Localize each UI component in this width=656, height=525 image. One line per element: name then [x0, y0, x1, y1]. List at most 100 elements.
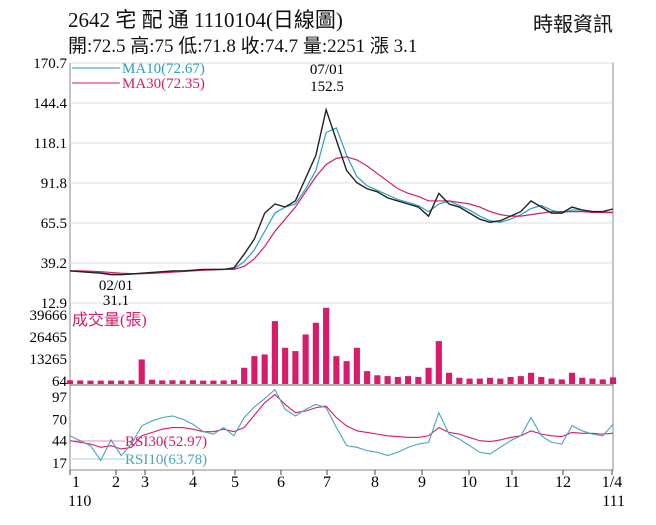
- volume-bar: [200, 380, 207, 384]
- volume-bar: [579, 377, 586, 384]
- volume-bar: [394, 376, 401, 384]
- peak-date: 07/01: [310, 62, 344, 78]
- x-tick-label: 3: [141, 474, 149, 491]
- series-rsi30: [69, 393, 614, 450]
- peak-value: 152.5: [310, 79, 344, 95]
- year-label: 111: [602, 493, 625, 510]
- volume-bar: [138, 359, 145, 384]
- volume-bar: [517, 376, 524, 384]
- volume-bar: [282, 347, 289, 384]
- volume-bar: [159, 380, 166, 384]
- volume-bar: [343, 361, 350, 384]
- x-tick-label: 1: [72, 474, 80, 491]
- y-tick-label: 64: [52, 374, 68, 390]
- volume-bar: [599, 379, 606, 384]
- legend-label: MA30(72.35): [122, 76, 205, 92]
- volume-bar: [446, 372, 453, 384]
- volume-title: 成交量(張): [72, 311, 147, 329]
- volume-bar: [107, 380, 115, 384]
- volume-bar: [415, 376, 422, 384]
- y-tick-label: 12.9: [41, 296, 67, 312]
- volume-bar: [456, 377, 463, 384]
- volume-bar: [538, 376, 545, 384]
- low-date: 02/01: [99, 278, 133, 294]
- volume-bar: [230, 380, 237, 384]
- x-tick-label: 1/4: [602, 474, 622, 491]
- volume-bar: [312, 322, 319, 384]
- x-tick-label: 4: [189, 474, 197, 491]
- y-tick-label: 118.1: [34, 136, 67, 152]
- volume-bar: [527, 372, 535, 384]
- x-tick-label: 9: [418, 474, 426, 491]
- volume-bar: [179, 380, 186, 384]
- y-tick-label: 13265: [30, 352, 68, 368]
- series-close: [69, 107, 614, 276]
- volume-bar: [292, 351, 299, 384]
- y-tick-label: 44: [52, 434, 68, 450]
- y-tick-label: 91.8: [41, 176, 67, 192]
- volume-bar: [251, 356, 258, 384]
- x-tick-label: 8: [371, 474, 379, 491]
- volume-bar: [476, 378, 483, 384]
- y-tick-label: 39666: [30, 308, 68, 324]
- y-tick-label: 39.2: [41, 256, 67, 272]
- y-tick-label: 144.4: [33, 96, 67, 112]
- volume-bar: [77, 380, 84, 384]
- y-tick-label: 65.5: [41, 216, 67, 232]
- y-tick-label: 70: [52, 412, 67, 428]
- x-tick-label: 12: [555, 474, 571, 491]
- volume-bar: [169, 380, 176, 384]
- volume-bar: [210, 380, 217, 384]
- volume-bar: [323, 307, 330, 384]
- volume-bar: [435, 341, 442, 384]
- volume-bar: [220, 380, 227, 384]
- volume-bar: [118, 380, 125, 384]
- volume-bar: [97, 380, 104, 384]
- volume-bar: [486, 377, 494, 384]
- volume-bar: [241, 367, 248, 384]
- x-tick-label: 7: [323, 474, 331, 491]
- volume-bar: [333, 356, 340, 384]
- chart-title: 2642 宅 配 通 1110104(日線圖): [68, 8, 343, 32]
- volume-bar: [558, 379, 565, 384]
- volume-bar: [425, 367, 432, 384]
- y-tick-label: 170.7: [33, 56, 67, 72]
- volume-bar: [261, 354, 268, 384]
- volume-bar: [466, 378, 473, 384]
- legend-label: RSI30(52.97): [125, 434, 207, 450]
- volume-bar: [364, 371, 371, 384]
- year-label: 110: [68, 493, 91, 510]
- volume-bar: [374, 375, 381, 384]
- x-tick-label: 6: [277, 474, 285, 491]
- volume-bar: [548, 378, 555, 384]
- y-tick-label: 17: [52, 456, 68, 472]
- series-rsi10: [69, 388, 614, 462]
- volume-bar: [148, 379, 156, 384]
- volume-bar: [384, 376, 391, 384]
- volume-bar: [128, 380, 135, 384]
- low-value: 31.1: [103, 293, 129, 309]
- source-label: 時報資訊: [533, 14, 613, 36]
- y-tick-label: 97: [52, 390, 68, 406]
- volume-bar: [589, 378, 596, 384]
- volume-bar: [189, 380, 197, 384]
- volume-bar: [568, 372, 576, 384]
- x-tick-label: 5: [231, 474, 239, 491]
- x-tick-label: 11: [504, 474, 519, 491]
- y-tick-label: 26465: [30, 330, 68, 346]
- x-tick-label: 10: [461, 474, 477, 491]
- legend-label: RSI10(63.78): [125, 452, 207, 468]
- legend-label: MA10(72.67): [122, 61, 205, 77]
- volume-bar: [353, 347, 360, 384]
- volume-bar: [271, 321, 278, 384]
- x-tick-label: 2: [112, 474, 120, 491]
- ohlc-summary: 開:72.5 高:75 低:71.8 收:74.7 量:2251 漲 3.1: [68, 36, 418, 57]
- volume-bar: [609, 377, 617, 384]
- volume-bar: [405, 376, 412, 384]
- volume-bar: [507, 376, 514, 384]
- volume-bar: [497, 378, 504, 384]
- volume-bar: [66, 380, 74, 384]
- volume-bar: [87, 380, 94, 384]
